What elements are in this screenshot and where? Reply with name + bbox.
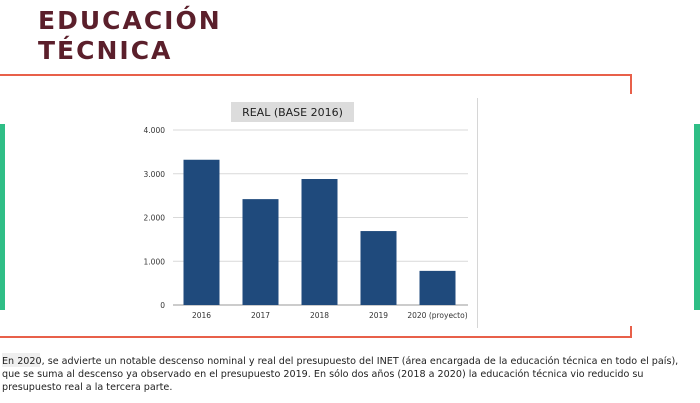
page-title-line-2: TÉCNICA [38, 36, 173, 65]
left-accent-bar [0, 124, 5, 310]
y-tick-label: 1.000 [144, 257, 166, 266]
x-tick-label: 2018 [310, 311, 329, 320]
bar-2019 [360, 231, 397, 305]
x-tick-label: 2017 [251, 311, 270, 320]
y-axis-ticks: 0 1.000 2.000 3.000 4.000 [144, 126, 166, 310]
page-title-line-1: EDUCACIÓN [38, 6, 222, 35]
chart-divider [477, 98, 478, 328]
y-tick-label: 0 [160, 301, 165, 310]
bar-2016 [183, 159, 220, 305]
right-accent-bar [694, 124, 700, 310]
y-tick-label: 4.000 [144, 126, 166, 135]
caption-text: En 2020, se advierte un notable descenso… [2, 356, 679, 393]
x-tick-label: 2019 [369, 311, 388, 320]
chart-title: REAL (BASE 2016) [231, 102, 354, 122]
caption-highlight [2, 353, 40, 367]
x-tick-label: 2020 (proyecto) [407, 311, 467, 320]
page-title: EDUCACIÓN TÉCNICA [38, 6, 222, 66]
chart-bars [183, 159, 456, 305]
y-tick-label: 2.000 [144, 214, 166, 223]
y-tick-label: 3.000 [144, 170, 166, 179]
bar-2020 [419, 270, 456, 305]
x-tick-label: 2016 [192, 311, 211, 320]
bar-2018 [301, 179, 338, 305]
bottom-divider-corner [630, 326, 632, 338]
bottom-divider-line [0, 336, 632, 338]
x-axis-ticks: 2016 2017 2018 2019 2020 (proyecto) [192, 311, 468, 320]
top-divider-line [0, 74, 632, 76]
top-divider-corner [630, 74, 632, 94]
bar-2017 [242, 199, 279, 305]
